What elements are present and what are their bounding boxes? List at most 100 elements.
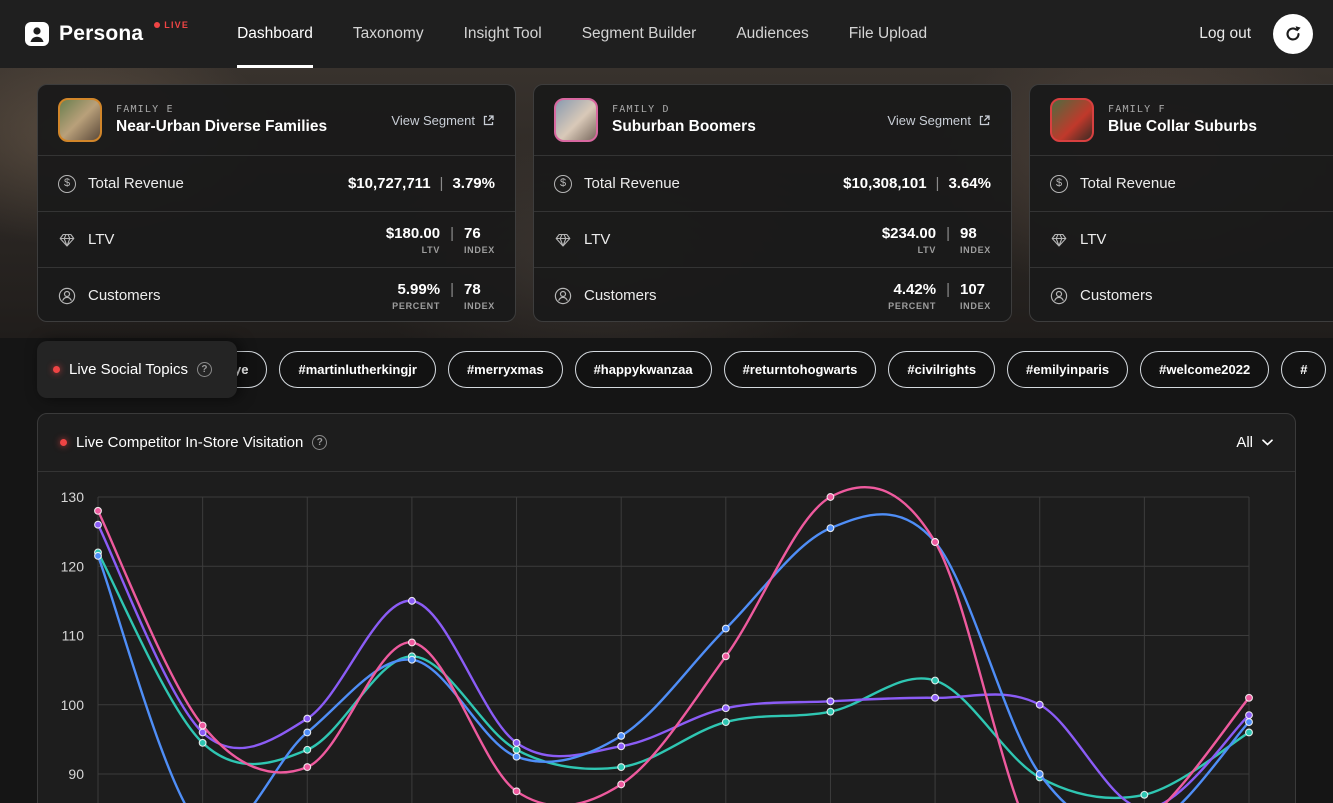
separator: | [439, 175, 444, 192]
refresh-icon [1286, 26, 1301, 41]
ltv-value-sub: LTV [917, 244, 937, 255]
brand-logo[interactable]: Persona LIVE [24, 20, 189, 47]
revenue-row: $ Total Revenue $10,308,101 | 3.64% [534, 155, 1011, 211]
revenue-icon: $ [58, 174, 76, 193]
view-segment-link[interactable]: View Segment [391, 113, 495, 128]
revenue-label: Total Revenue [584, 175, 680, 192]
card-header: FAMILY F Blue Collar Suburbs [1030, 85, 1333, 155]
topic-chip[interactable]: #martinlutherkingjr [279, 351, 436, 388]
revenue-amount: $10,308,101 [843, 175, 927, 192]
chevron-down-icon [1262, 439, 1273, 446]
revenue-icon: $ [554, 174, 572, 193]
card-title: FAMILY F Blue Collar Suburbs [1108, 104, 1257, 136]
live-badge-label: LIVE [164, 20, 190, 30]
social-topics-title-card: Live Social Topics ? [37, 341, 237, 398]
ltv-row: LTV $234.00 LTV | 98 INDEX [534, 211, 1011, 267]
revenue-percent: 3.79% [452, 175, 495, 192]
revenue-icon: $ [1050, 174, 1068, 193]
ltv-value-sub: LTV [421, 244, 441, 255]
family-label: FAMILY D [612, 104, 670, 115]
customers-row: Customers 5.99% PERCENT | 78 INDEX [38, 267, 515, 321]
customers-icon [1050, 287, 1068, 305]
live-badge: LIVE [154, 20, 189, 30]
view-segment-link[interactable]: View Segment [887, 113, 991, 128]
customers-value-sub: PERCENT [888, 300, 937, 311]
topic-chip[interactable]: # [1281, 351, 1327, 388]
separator: | [946, 224, 950, 242]
social-topics-bar: ye #martinlutherkingjr #merryxmas #happy… [0, 341, 1333, 398]
segment-card-family-f: FAMILY F Blue Collar Suburbs $ Total Rev… [1029, 84, 1333, 322]
card-title: FAMILY D Suburban Boomers [612, 104, 756, 136]
ltv-index-sub: INDEX [959, 244, 991, 255]
separator: | [450, 224, 454, 242]
ltv-label: LTV [88, 231, 115, 248]
ltv-label: LTV [584, 231, 611, 248]
topic-chip[interactable]: #merryxmas [447, 351, 563, 388]
topic-chip[interactable]: #emilyinparis [1007, 351, 1129, 388]
nav-item-dashboard[interactable]: Dashboard [237, 0, 313, 68]
nav-right: Log out [1199, 14, 1313, 54]
customers-row: Customers 4.42% PERCENT | 107 INDEX [534, 267, 1011, 321]
visitation-line-chart: 90 100 110 120 130 [61, 485, 1253, 803]
card-header: FAMILY D Suburban Boomers View Segment [534, 85, 1011, 155]
nav-item-audiences[interactable]: Audiences [736, 25, 809, 42]
customers-value-sub: PERCENT [392, 300, 441, 311]
help-icon[interactable]: ? [312, 435, 328, 450]
gem-icon [554, 231, 572, 249]
family-label: FAMILY F [1108, 104, 1166, 115]
ltv-row: LTV [1030, 211, 1333, 267]
nav-item-file-upload[interactable]: File Upload [848, 25, 928, 42]
revenue-row: $ Total Revenue [1030, 155, 1333, 211]
customers-index: 78 [463, 280, 481, 298]
logout-button[interactable]: Log out [1199, 25, 1251, 42]
svg-text:120: 120 [61, 558, 85, 574]
customers-label: Customers [584, 287, 657, 304]
topic-chip[interactable]: #happykwanzaa [574, 351, 712, 388]
ltv-value: $234.00 [881, 224, 937, 242]
live-dot-icon [53, 366, 60, 373]
nav-item-taxonomy[interactable]: Taxonomy [352, 25, 424, 42]
segment-avatar [1050, 98, 1094, 142]
customers-value: 5.99% [397, 280, 441, 298]
persona-logo-icon [25, 22, 49, 46]
family-label: FAMILY E [116, 104, 174, 115]
customers-row: Customers [1030, 267, 1333, 321]
visitation-filter-dropdown[interactable]: All [1236, 434, 1273, 451]
refresh-button[interactable] [1273, 14, 1313, 54]
revenue-percent: 3.64% [948, 175, 991, 192]
ltv-index: 98 [959, 224, 977, 242]
external-link-icon [483, 114, 494, 125]
nav-items: Dashboard Taxonomy Insight Tool Segment … [237, 0, 927, 68]
topic-chip[interactable]: #welcome2022 [1140, 351, 1270, 388]
topic-chips: ye #martinlutherkingjr #merryxmas #happy… [37, 341, 1333, 398]
card-title: FAMILY E Near-Urban Diverse Families [116, 104, 327, 136]
visitation-panel: Live Competitor In-Store Visitation ? Al… [37, 413, 1296, 803]
segment-name: Suburban Boomers [612, 118, 756, 135]
nav-item-segment-builder[interactable]: Segment Builder [581, 25, 697, 42]
svg-text:110: 110 [62, 628, 85, 644]
gem-icon [1050, 231, 1068, 249]
customers-icon [58, 287, 76, 305]
nav-item-insight-tool[interactable]: Insight Tool [463, 25, 542, 42]
ltv-value: $180.00 [385, 224, 441, 242]
svg-text:100: 100 [61, 697, 85, 713]
ltv-label: LTV [1080, 231, 1107, 248]
view-segment-label: View Segment [391, 112, 475, 128]
topic-chip[interactable]: #civilrights [888, 351, 996, 388]
separator: | [935, 175, 940, 192]
segment-name: Blue Collar Suburbs [1108, 118, 1257, 135]
view-segment-label: View Segment [887, 112, 971, 128]
revenue-label: Total Revenue [1080, 175, 1176, 192]
separator: | [946, 280, 950, 298]
customers-label: Customers [88, 287, 161, 304]
customers-icon [554, 287, 572, 305]
card-header: FAMILY E Near-Urban Diverse Families Vie… [38, 85, 515, 155]
customers-index-sub: INDEX [959, 300, 991, 311]
topic-chip[interactable]: #returntohogwarts [723, 351, 877, 388]
external-link-icon [979, 114, 990, 125]
help-icon[interactable]: ? [196, 362, 212, 377]
ltv-index: 76 [463, 224, 481, 242]
segment-card-family-e: FAMILY E Near-Urban Diverse Families Vie… [37, 84, 516, 322]
customers-index: 107 [959, 280, 986, 298]
gem-icon [58, 231, 76, 249]
